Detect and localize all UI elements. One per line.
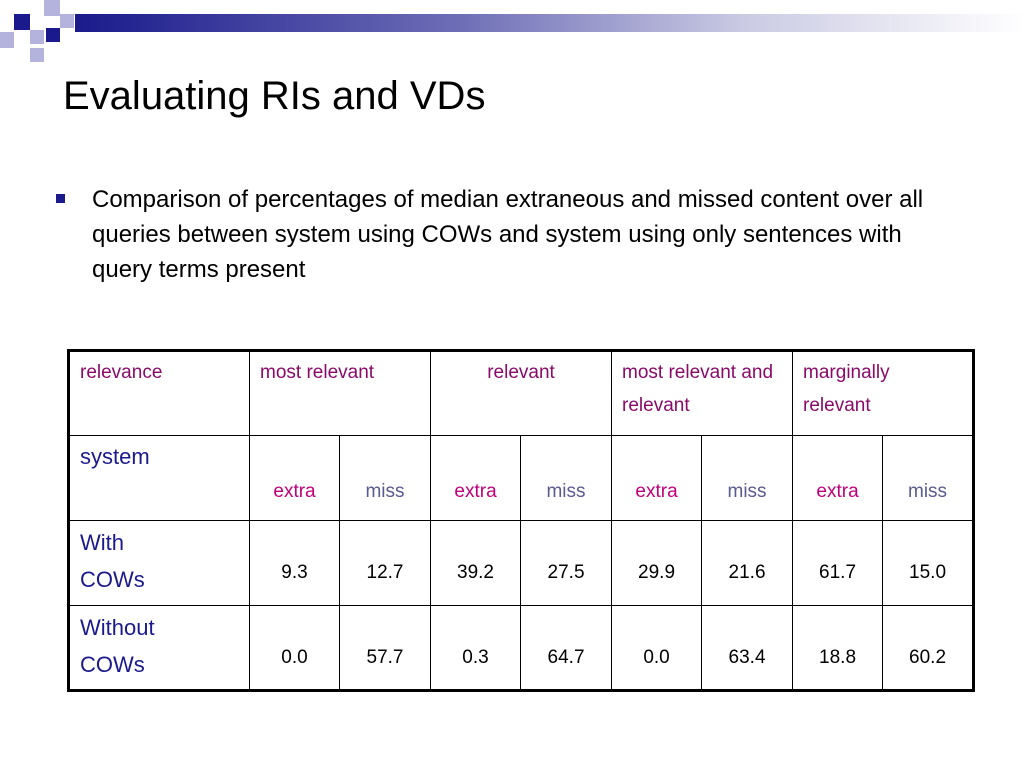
subheader-extra: extra: [611, 435, 703, 521]
header-gradient-bar: [75, 14, 1024, 32]
table-cell: 0.3: [430, 605, 522, 691]
table-subheader-row: system extra miss extra miss extra miss …: [68, 435, 975, 521]
table-cell: 9.3: [249, 520, 340, 606]
slide-title: Evaluating RIs and VDs: [63, 74, 486, 118]
row-label-line: Without: [80, 615, 155, 640]
subheader-extra: extra: [249, 435, 340, 521]
table-cell: 0.0: [611, 605, 703, 691]
subheader-miss: miss: [701, 435, 794, 521]
system-label: system: [68, 435, 250, 521]
row-label: With COWs: [68, 520, 250, 606]
table-cell: 63.4: [701, 605, 794, 691]
subheader-miss: miss: [882, 435, 975, 521]
subheader-extra: extra: [792, 435, 884, 521]
group-header-marginally-relevant: marginally relevant: [792, 350, 975, 436]
relevance-header: relevance: [68, 350, 250, 436]
row-label: Without COWs: [68, 605, 250, 691]
subheader-extra: extra: [430, 435, 522, 521]
group-header-relevant: relevant: [430, 350, 613, 436]
table-cell: 57.7: [338, 605, 432, 691]
subheader-miss: miss: [338, 435, 432, 521]
table-cell: 60.2: [882, 605, 975, 691]
row-label-line: With: [80, 530, 124, 555]
table-cell: 12.7: [338, 520, 432, 606]
table-cell: 0.0: [249, 605, 340, 691]
table-cell: 21.6: [701, 520, 794, 606]
subheader-miss: miss: [520, 435, 613, 521]
bullet-text: Comparison of percentages of median extr…: [92, 186, 924, 283]
table-row: Without COWs 0.0 57.7 0.3 64.7 0.0 63.4 …: [68, 605, 975, 691]
table-cell: 64.7: [520, 605, 613, 691]
square-bullet-icon: [56, 194, 65, 203]
table-cell: 15.0: [882, 520, 975, 606]
row-label-line: COWs: [80, 652, 145, 677]
table-row: With COWs 9.3 12.7 39.2 27.5 29.9 21.6 6…: [68, 520, 975, 606]
group-header-most-and-relevant: most relevant and relevant: [611, 350, 794, 436]
table-cell: 29.9: [611, 520, 703, 606]
group-header-most-relevant: most relevant: [248, 350, 432, 436]
row-label-line: COWs: [80, 567, 145, 592]
table-cell: 39.2: [430, 520, 522, 606]
table-cell: 27.5: [520, 520, 613, 606]
table-cell: 61.7: [792, 520, 884, 606]
table-cell: 18.8: [792, 605, 884, 691]
table-header-row: relevance most relevant relevant most re…: [68, 350, 975, 436]
results-table: relevance most relevant relevant most re…: [67, 349, 976, 692]
